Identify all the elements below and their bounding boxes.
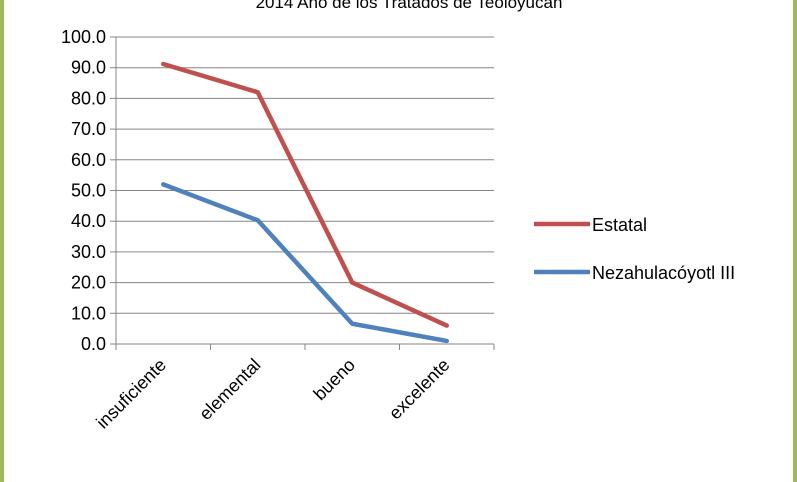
x-tick-label: elemental — [195, 355, 264, 424]
y-tick-label: 10.0 — [71, 303, 106, 323]
y-tick-label: 20.0 — [71, 273, 106, 293]
y-tick-label: 100.0 — [61, 27, 106, 47]
x-tick-label: bueno — [310, 355, 360, 405]
legend-label: Estatal — [592, 215, 647, 235]
y-tick-label: 40.0 — [71, 211, 106, 231]
series-line-nezahulac-yotl-iii — [161, 182, 449, 344]
y-tick-label: 80.0 — [71, 88, 106, 108]
legend-label: Nezahulacóyotl III — [592, 263, 735, 283]
line-chart: 2014 Año de los Tratados de Teoloyucan 0… — [61, 0, 735, 433]
y-tick-label: 70.0 — [71, 119, 106, 139]
axes — [110, 36, 495, 350]
x-tick-label: excelente — [385, 355, 454, 424]
y-tick-label: 60.0 — [71, 150, 106, 170]
x-tick-labels: insuficiente elemental bueno excelente — [92, 355, 453, 433]
y-tick-label: 90.0 — [71, 58, 106, 78]
series-lines — [161, 61, 449, 344]
y-tick-label: 50.0 — [71, 181, 106, 201]
series-line-estatal — [161, 61, 449, 328]
header-text: 2014 Año de los Tratados de Teoloyucan — [256, 0, 563, 12]
y-tick-label: 30.0 — [71, 242, 106, 262]
y-tick-label: 0.0 — [81, 334, 106, 354]
legend: Estatal Nezahulacóyotl III — [534, 215, 735, 283]
y-tick-labels: 0.0 10.0 20.0 30.0 40.0 50.0 60.0 70.0 80.0 90.0 1… — [61, 27, 106, 354]
x-tick-label: insuficiente — [92, 355, 170, 433]
